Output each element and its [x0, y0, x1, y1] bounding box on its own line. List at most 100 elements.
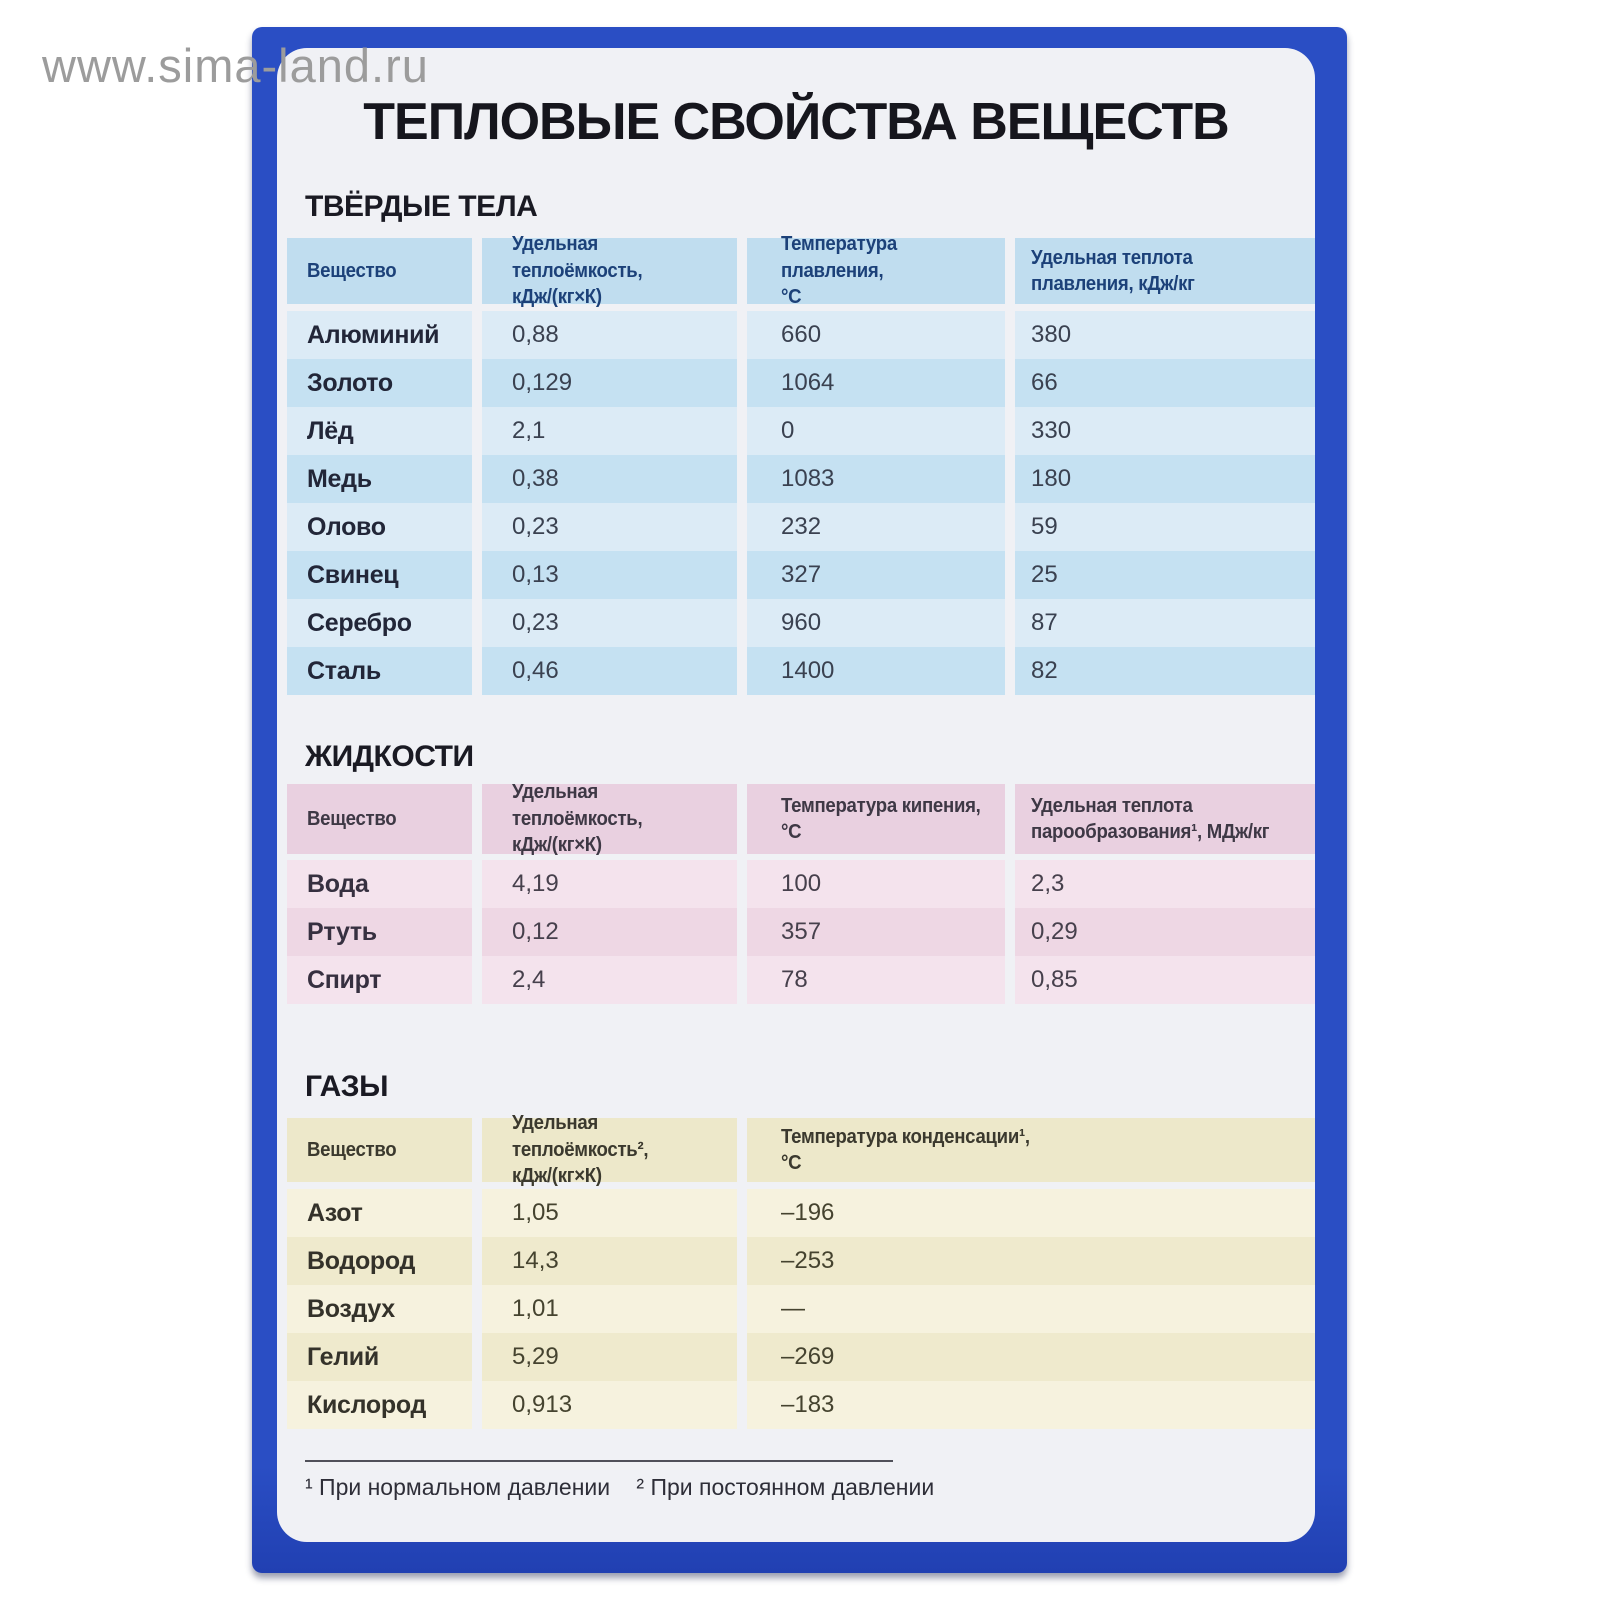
table-row: Кислород 0,913 –183	[287, 1381, 1315, 1429]
solids-table-header: Вещество Удельная теплоёмкость, кДж/(кг×…	[287, 233, 1315, 308]
substance-cell: Водород	[287, 1237, 472, 1285]
value-cell: 59	[1015, 503, 1315, 551]
table-row: Ртуть 0,12 357 0,29	[287, 908, 1315, 956]
value-cell: 0,46	[482, 647, 737, 695]
value-cell: 25	[1015, 551, 1315, 599]
value-cell: —	[747, 1285, 1315, 1333]
column-header-melting-point: Температура плавления, °С	[747, 233, 1005, 308]
substance-cell: Кислород	[287, 1381, 472, 1429]
column-header-boiling-point: Температура кипения, °С	[747, 784, 1005, 854]
value-cell: 0,12	[482, 908, 737, 956]
substance-cell: Олово	[287, 503, 472, 551]
table-row: Серебро 0,23 960 87	[287, 599, 1315, 647]
watermark: www.sima-land.ru	[42, 39, 429, 92]
value-cell: 2,1	[482, 407, 737, 455]
value-cell: 1064	[747, 359, 1005, 407]
substance-cell: Сталь	[287, 647, 472, 695]
substance-cell: Ртуть	[287, 908, 472, 956]
liquids-table-header: Вещество Удельная теплоёмкость, кДж/(кг×…	[287, 781, 1315, 856]
table-row: Золото 0,129 1064 66	[287, 359, 1315, 407]
table-row: Алюминий 0,88 660 380	[287, 311, 1315, 359]
value-cell: 0,38	[482, 455, 737, 503]
value-cell: 0,88	[482, 311, 737, 359]
substance-cell: Алюминий	[287, 311, 472, 359]
table-row: Водород 14,3 –253	[287, 1237, 1315, 1285]
substance-cell: Серебро	[287, 599, 472, 647]
substance-cell: Азот	[287, 1189, 472, 1237]
table-row: Свинец 0,13 327 25	[287, 551, 1315, 599]
table-row: Медь 0,38 1083 180	[287, 455, 1315, 503]
column-header-heat-of-vaporization: Удельная теплота парообразования¹, МДж/к…	[1015, 784, 1315, 854]
table-row: Воздух 1,01 —	[287, 1285, 1315, 1333]
value-cell: –253	[747, 1237, 1315, 1285]
value-cell: 1083	[747, 455, 1005, 503]
value-cell: –269	[747, 1333, 1315, 1381]
substance-cell: Вода	[287, 860, 472, 908]
section-heading-liquids: ЖИДКОСТИ	[305, 740, 474, 773]
table-row: Лёд 2,1 0 330	[287, 407, 1315, 455]
footnotes: ¹ При нормальном давлении ² При постоянн…	[305, 1460, 945, 1501]
table-row: Вода 4,19 100 2,3	[287, 860, 1315, 908]
column-header-substance: Вещество	[287, 238, 472, 304]
value-cell: 180	[1015, 455, 1315, 503]
value-cell: 14,3	[482, 1237, 737, 1285]
table-row: Гелий 5,29 –269	[287, 1333, 1315, 1381]
column-header-heat-of-fusion: Удельная теплота плавления, кДж/кг	[1015, 238, 1315, 304]
value-cell: 960	[747, 599, 1005, 647]
solids-table: Вещество Удельная теплоёмкость, кДж/(кг×…	[287, 233, 1315, 695]
value-cell: 0,129	[482, 359, 737, 407]
column-header-condensation-point: Температура конденсации¹, °С	[747, 1118, 1315, 1182]
substance-cell: Свинец	[287, 551, 472, 599]
value-cell: 2,4	[482, 956, 737, 1004]
value-cell: 2,3	[1015, 860, 1315, 908]
section-heading-solids: ТВЁРДЫЕ ТЕЛА	[305, 190, 538, 223]
value-cell: 4,19	[482, 860, 737, 908]
value-cell: 5,29	[482, 1333, 737, 1381]
liquids-table: Вещество Удельная теплоёмкость, кДж/(кг×…	[287, 781, 1315, 1004]
substance-cell: Лёд	[287, 407, 472, 455]
value-cell: 0,23	[482, 599, 737, 647]
value-cell: 1,05	[482, 1189, 737, 1237]
section-heading-gases: ГАЗЫ	[305, 1070, 388, 1103]
substance-cell: Гелий	[287, 1333, 472, 1381]
value-cell: 100	[747, 860, 1005, 908]
substance-cell: Медь	[287, 455, 472, 503]
value-cell: 0,913	[482, 1381, 737, 1429]
value-cell: 330	[1015, 407, 1315, 455]
footnote-constant-pressure: ² При постоянном давлении	[636, 1474, 935, 1500]
value-cell: 232	[747, 503, 1005, 551]
value-cell: 327	[747, 551, 1005, 599]
value-cell: 78	[747, 956, 1005, 1004]
value-cell: –183	[747, 1381, 1315, 1429]
value-cell: 0,23	[482, 503, 737, 551]
footnote-rule	[305, 1460, 893, 1462]
value-cell: 66	[1015, 359, 1315, 407]
poster-title: ТЕПЛОВЫЕ СВОЙСТВА ВЕЩЕСТВ	[363, 93, 1229, 151]
column-header-heat-capacity: Удельная теплоёмкость, кДж/(кг×К)	[482, 233, 737, 308]
value-cell: 0,85	[1015, 956, 1315, 1004]
table-row: Олово 0,23 232 59	[287, 503, 1315, 551]
poster-frame: ТЕПЛОВЫЕ СВОЙСТВА ВЕЩЕСТВ ТВЁРДЫЕ ТЕЛА В…	[252, 27, 1347, 1573]
column-header-heat-capacity: Удельная теплоёмкость², кДж/(кг×К)	[482, 1112, 737, 1187]
value-cell: 357	[747, 908, 1005, 956]
value-cell: 380	[1015, 311, 1315, 359]
value-cell: 82	[1015, 647, 1315, 695]
value-cell: –196	[747, 1189, 1315, 1237]
gases-table: Вещество Удельная теплоёмкость², кДж/(кг…	[287, 1112, 1315, 1429]
value-cell: 660	[747, 311, 1005, 359]
value-cell: 1,01	[482, 1285, 737, 1333]
table-row: Азот 1,05 –196	[287, 1189, 1315, 1237]
poster-card: ТЕПЛОВЫЕ СВОЙСТВА ВЕЩЕСТВ ТВЁРДЫЕ ТЕЛА В…	[277, 48, 1315, 1542]
table-row: Спирт 2,4 78 0,85	[287, 956, 1315, 1004]
value-cell: 0,13	[482, 551, 737, 599]
gases-table-header: Вещество Удельная теплоёмкость², кДж/(кг…	[287, 1112, 1315, 1187]
column-header-heat-capacity: Удельная теплоёмкость, кДж/(кг×К)	[482, 781, 737, 856]
substance-cell: Воздух	[287, 1285, 472, 1333]
value-cell: 0	[747, 407, 1005, 455]
table-row: Сталь 0,46 1400 82	[287, 647, 1315, 695]
value-cell: 87	[1015, 599, 1315, 647]
value-cell: 1400	[747, 647, 1005, 695]
substance-cell: Спирт	[287, 956, 472, 1004]
column-header-substance: Вещество	[287, 1118, 472, 1182]
footnote-normal-pressure: ¹ При нормальном давлении	[305, 1474, 611, 1500]
